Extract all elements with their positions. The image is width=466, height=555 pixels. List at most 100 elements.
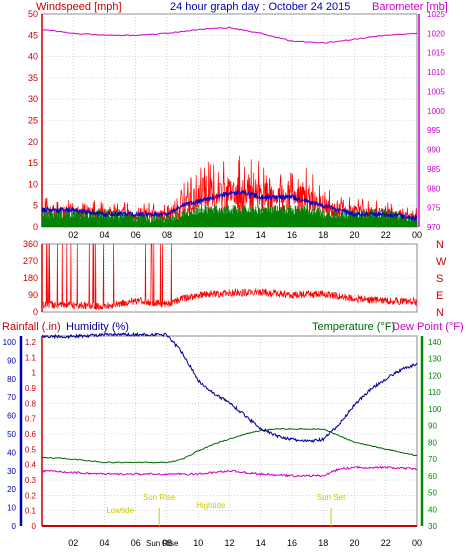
x-tick-label-bottom: 00 — [412, 538, 422, 548]
rain-y-tick: 0 — [32, 522, 37, 531]
x-tick-label-bottom: 18 — [318, 538, 328, 548]
x-tick-label-bottom: 04 — [99, 538, 109, 548]
temp-panel-frame — [41, 335, 418, 527]
event-marker-label: Lowtide — [106, 506, 134, 515]
wind-y-tick: 40 — [28, 52, 38, 62]
x-tick-label-bottom: 08 — [162, 538, 172, 548]
bottom-sunrise-note: Sun Rise — [146, 539, 179, 548]
humidity-y-tick: 30 — [7, 467, 16, 476]
humidity-axis-title: Humidity (%) — [66, 321, 129, 333]
wind-y-tick: 10 — [28, 179, 38, 189]
humidity-y-tick: 40 — [7, 448, 16, 457]
dir-y-tick: 0 — [33, 307, 38, 317]
temp-y-tick: 50 — [428, 489, 437, 498]
x-tick-label-top: 20 — [349, 230, 359, 240]
humidity-y-tick: 70 — [7, 393, 16, 402]
baro-axis-title: Barometer [mb] — [372, 1, 448, 13]
gust-avg-line — [41, 189, 417, 222]
baro-y-tick: 995 — [427, 126, 441, 135]
wind-speed-line — [41, 155, 418, 224]
humidity-y-tick: 90 — [7, 356, 16, 365]
rain-y-tick: 0.9 — [25, 384, 37, 393]
temp-y-tick: 120 — [428, 371, 442, 380]
dir-y-tick: 360 — [23, 239, 38, 249]
wind-direction-line — [41, 243, 418, 311]
temp-y-tick: 40 — [428, 505, 437, 514]
rain-y-tick: 0.4 — [25, 461, 37, 470]
temp-y-tick: 60 — [428, 472, 437, 481]
rain-y-tick: 1.2 — [25, 338, 37, 347]
event-marker-label: Hightide — [196, 501, 226, 510]
x-tick-label-bottom: 12 — [224, 538, 234, 548]
x-tick-label-top: 02 — [68, 230, 78, 240]
wind-axis-title: Windspeed [mph] — [36, 1, 122, 13]
dir-y-tick: 90 — [28, 290, 38, 300]
rain-y-tick: 0.8 — [25, 399, 37, 408]
x-tick-label-top: 10 — [193, 230, 203, 240]
temp-y-tick: 90 — [428, 422, 437, 431]
x-tick-label-top: 22 — [381, 230, 391, 240]
baro-y-tick: 1025 — [427, 10, 445, 19]
barometer-line — [41, 26, 418, 44]
compass-label: N — [436, 307, 444, 319]
x-tick-label-top: 12 — [224, 230, 234, 240]
baro-y-tick: 985 — [427, 165, 441, 174]
event-marker-label: Sun Set — [317, 493, 346, 502]
baro-y-tick: 1000 — [427, 107, 445, 116]
humidity-y-tick: 50 — [7, 430, 16, 439]
temp-y-tick: 100 — [428, 405, 442, 414]
x-tick-label-bottom: 02 — [68, 538, 78, 548]
wind-y-tick: 30 — [28, 94, 38, 104]
wind-y-tick: 0 — [33, 222, 38, 232]
rain-axis-title: Rainfall (.in) — [2, 321, 61, 333]
event-marker-label: Sun Rise — [143, 493, 176, 502]
graph-title: 24 hour graph day : October 24 2015 — [170, 1, 350, 13]
x-tick-label-top: 06 — [131, 230, 141, 240]
wind-y-tick: 25 — [28, 116, 38, 126]
wind-y-tick: 45 — [28, 30, 38, 40]
compass-label: W — [436, 256, 447, 268]
compass-label: S — [436, 273, 443, 285]
baro-y-tick: 1020 — [427, 29, 445, 38]
compass-label: N — [436, 239, 444, 251]
x-tick-label-top: 18 — [318, 230, 328, 240]
humidity-y-tick: 0 — [12, 522, 17, 531]
baro-y-tick: 1005 — [427, 87, 445, 96]
baro-y-tick: 980 — [427, 184, 441, 193]
compass-label: E — [436, 290, 443, 302]
baro-y-tick: 1010 — [427, 68, 445, 77]
x-tick-label-bottom: 20 — [349, 538, 359, 548]
baro-y-tick: 990 — [427, 146, 441, 155]
x-tick-label-bottom: 10 — [193, 538, 203, 548]
baro-y-tick: 975 — [427, 204, 441, 213]
x-tick-label-top: 14 — [256, 230, 266, 240]
rain-y-tick: 0.6 — [25, 430, 37, 439]
x-tick-label-bottom: 16 — [287, 538, 297, 548]
x-tick-label-bottom: 14 — [256, 538, 266, 548]
rain-y-tick: 0.7 — [25, 415, 37, 424]
temp-y-tick: 130 — [428, 355, 442, 364]
temp-y-tick: 110 — [428, 388, 441, 397]
x-tick-label-top: 08 — [162, 230, 172, 240]
humidity-y-tick: 80 — [7, 375, 16, 384]
dir-y-tick: 180 — [23, 273, 38, 283]
temp-y-tick: 70 — [428, 455, 437, 464]
temperature-line — [41, 427, 418, 464]
dew-point-line — [41, 465, 418, 478]
temp-axis-title: Temperature (°F) — [312, 321, 395, 333]
baro-y-tick: 1015 — [427, 49, 445, 58]
wind-y-tick: 35 — [28, 73, 38, 83]
wind-y-tick: 5 — [33, 201, 38, 211]
x-tick-label-bottom: 22 — [381, 538, 391, 548]
humidity-y-tick: 60 — [7, 412, 16, 421]
dew-axis-title: Dew Point (°F) — [392, 321, 464, 333]
rain-y-tick: 0.1 — [25, 507, 37, 516]
humidity-y-tick: 10 — [7, 504, 16, 513]
x-tick-label-top: 04 — [99, 230, 109, 240]
rain-y-tick: 0.5 — [25, 445, 37, 454]
x-tick-label-top: 16 — [287, 230, 297, 240]
rain-y-tick: 1.1 — [25, 353, 37, 362]
humidity-y-tick: 100 — [3, 338, 17, 347]
